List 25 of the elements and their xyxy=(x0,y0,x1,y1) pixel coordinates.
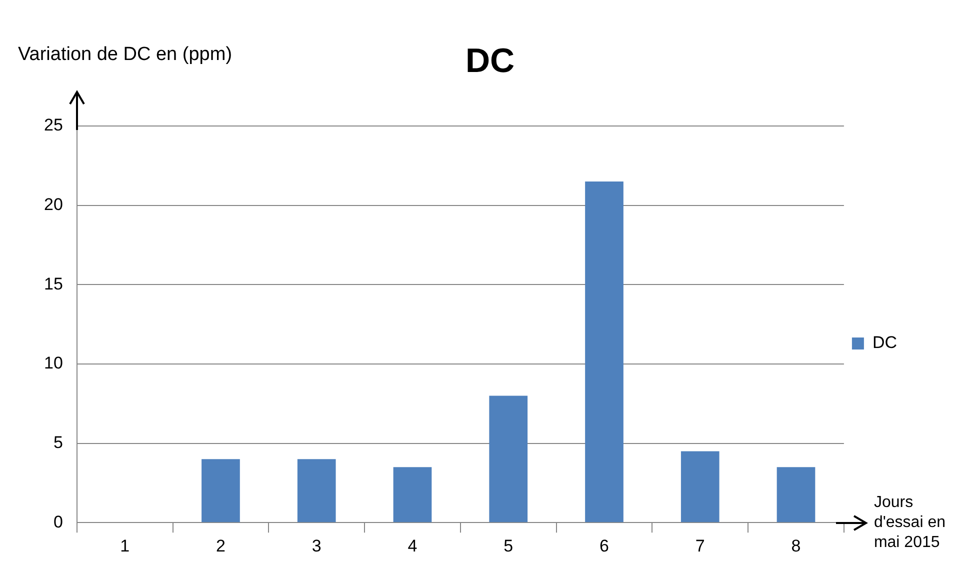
bar xyxy=(393,467,432,522)
y-tick-label: 10 xyxy=(44,354,63,373)
chart-title: DC xyxy=(464,42,516,81)
x-tick-label: 6 xyxy=(600,536,609,556)
y-tick-label: 25 xyxy=(44,116,63,135)
y-tick-label: 20 xyxy=(44,195,63,214)
x-tick-label: 7 xyxy=(695,536,705,556)
y-tick-label: 0 xyxy=(53,512,63,532)
y-axis-title: Variation de DC en (ppm) xyxy=(18,44,232,66)
y-tick-label: 5 xyxy=(53,432,63,452)
bar xyxy=(680,451,720,522)
bar xyxy=(297,459,336,522)
bar xyxy=(776,467,816,522)
x-tick-label: 8 xyxy=(791,536,801,556)
bar xyxy=(585,182,624,522)
x-tick-label: 1 xyxy=(120,536,130,556)
x-axis-title: Jours d'essai en mai 2015 xyxy=(874,492,946,553)
legend-label: DC xyxy=(872,333,898,352)
x-tick-label: 4 xyxy=(408,536,418,556)
x-tick-label: 3 xyxy=(312,536,322,556)
bar xyxy=(202,459,240,522)
x-tick-label: 5 xyxy=(504,536,514,556)
bar xyxy=(489,396,528,522)
y-tick-label: 15 xyxy=(44,274,63,294)
x-tick-label: 2 xyxy=(216,536,226,556)
